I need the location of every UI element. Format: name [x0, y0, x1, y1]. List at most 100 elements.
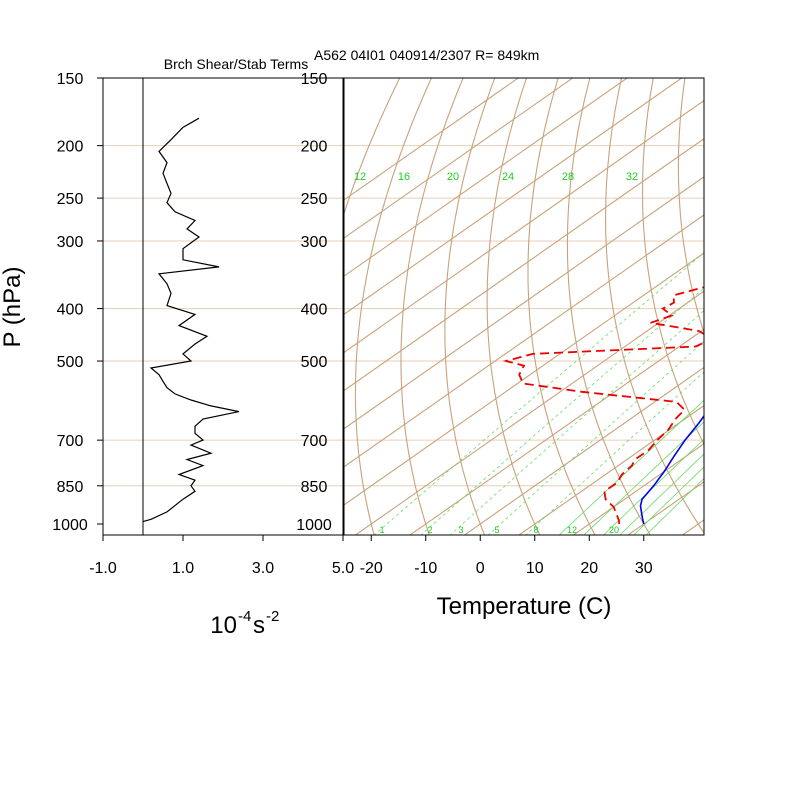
isotherm-line — [572, 443, 704, 535]
skewt-y-tick-label: 200 — [301, 139, 328, 156]
mixing-ratio-label-lower: 5 — [494, 525, 499, 535]
skewt-y-tick-label: 700 — [301, 433, 328, 450]
mixing-ratio-line — [487, 340, 704, 535]
left-x-axis-unit: s — [253, 612, 265, 639]
isotherm-line — [344, 78, 574, 239]
skewt-x-tick-label: 10 — [526, 560, 544, 577]
isotherm-line — [463, 366, 704, 535]
skewt-y-tick-label: 250 — [301, 191, 328, 208]
mixing-ratio-label-upper: 12 — [354, 171, 366, 183]
mixing-ratio-label-upper: 28 — [562, 171, 574, 183]
isotherm-line — [344, 78, 629, 277]
mixing-ratio-label-lower: 2 — [427, 525, 432, 535]
shear-stability-profile-line — [142, 117, 240, 523]
isotherm-line — [409, 328, 704, 535]
mixing-ratio-line — [449, 310, 704, 535]
isotherm-line — [344, 99, 704, 354]
left-x-ticks: -1.0 1.0 3.0 5.0 — [89, 535, 354, 577]
dry-adiabat-line — [642, 78, 704, 446]
left-y-tick-label: 850 — [57, 479, 84, 496]
mixing-ratio-line — [420, 287, 704, 535]
mixing-ratio-lines — [373, 252, 704, 535]
left-x-axis-exp1: -4 — [238, 608, 251, 625]
isotherm-line — [344, 176, 704, 430]
mixing-ratio-line — [645, 477, 704, 535]
skewt-y-tick-label: 400 — [301, 302, 328, 319]
mixing-ratio-line — [558, 399, 704, 535]
skewt-x-tick-label: -10 — [414, 560, 437, 577]
skewt-y-tick-label: 300 — [301, 234, 328, 251]
mixing-ratio-label-upper: 20 — [447, 171, 459, 183]
mixing-ratio-label-upper: 24 — [502, 171, 514, 183]
mixing-ratio-label-lower: 3 — [458, 525, 463, 535]
left-panel-title: Brch Shear/Stab Terms — [164, 56, 308, 72]
isotherm-line — [344, 252, 704, 506]
left-x-axis-exp2: -2 — [266, 608, 279, 625]
right-panel-title: A562 04I01 040914/2307 R= 849km — [314, 47, 539, 63]
mixing-ratio-label-lower: 20 — [609, 525, 619, 535]
left-y-tick-label: 500 — [57, 354, 84, 371]
left-x-tick-label: 5.0 — [332, 560, 354, 577]
skewt-y-ticks: 150 200 250 300 400 500 700 850 1000 — [296, 71, 332, 534]
skewt-x-axis-title: Temperature (C) — [437, 593, 612, 620]
isotherm-line — [344, 214, 704, 468]
left-y-tick-label: 1000 — [52, 517, 88, 534]
left-panel: 150 200 250 300 400 500 700 850 1000 -1.0 1.0 3.0 5… — [52, 71, 354, 577]
dry-adiabat-line — [400, 78, 464, 535]
skewt-y-tick-label: 1000 — [296, 517, 332, 534]
mixing-ratio-label-lower: 1 — [379, 525, 384, 535]
skewt-x-tick-label: 30 — [635, 560, 653, 577]
left-y-tick-label: 200 — [57, 139, 84, 156]
isotherm-line — [354, 290, 704, 535]
mixing-ratio-line — [619, 453, 704, 535]
left-y-tick-label: 150 — [57, 71, 84, 88]
dry-adiabat-line — [486, 78, 541, 535]
isotherm-line — [736, 62, 800, 536]
isotherm-line — [518, 404, 704, 535]
dry-adiabat-line — [780, 65, 800, 535]
skewed-isotherms — [344, 62, 800, 536]
left-panel-frame — [102, 77, 344, 536]
dry-adiabat-line — [354, 78, 433, 535]
skewt-y-tick-label: 150 — [301, 71, 328, 88]
dry-adiabat-line — [605, 78, 704, 534]
mixing-ratio-labels: 12 16 20 24 28 321 2 3 5 8 12 20 — [354, 171, 638, 535]
dewpoint-profile-line — [502, 286, 704, 525]
isotherm-line — [344, 78, 520, 201]
y-axis-title: P (hPa) — [0, 267, 26, 348]
dry-adiabat-line — [566, 78, 651, 535]
dry-adiabat-line — [747, 65, 800, 535]
mixing-ratio-label-upper: 16 — [398, 171, 410, 183]
temperature-profile-line — [639, 414, 704, 525]
dry-adiabats — [344, 65, 800, 535]
left-y-tick-label: 250 — [57, 191, 84, 208]
skewt-y-tick-label: 850 — [301, 479, 328, 496]
isotherm-line — [344, 78, 683, 315]
left-x-tick-label: 1.0 — [172, 560, 194, 577]
dry-adiabat-line — [444, 78, 496, 535]
left-x-axis-base: 10 — [210, 612, 237, 639]
skewt-x-ticks: -20 -10 0 10 20 30 — [360, 535, 653, 577]
skewt-x-tick-label: 20 — [580, 560, 598, 577]
isotherm-line — [344, 137, 704, 392]
dry-adiabat-line — [344, 78, 401, 216]
dry-adiabat-line — [527, 78, 596, 535]
mixing-ratio-label-upper: 32 — [626, 171, 638, 183]
mixing-ratio-label-lower: 8 — [533, 525, 538, 535]
left-y-tick-label: 300 — [57, 234, 84, 251]
dry-adiabat-line — [677, 78, 704, 335]
mixing-ratio-line — [603, 438, 704, 535]
left-x-tick-label: -1.0 — [89, 560, 117, 577]
mixing-ratio-line — [373, 252, 704, 535]
isotherm-line — [681, 519, 704, 535]
skewt-panel-frame — [343, 77, 705, 536]
mixing-ratio-line — [633, 466, 704, 535]
left-x-tick-label: 3.0 — [252, 560, 274, 577]
left-y-tick-label: 700 — [57, 433, 84, 450]
dry-adiabat-line — [713, 65, 800, 535]
mixing-ratio-line — [583, 421, 704, 535]
left-y-ticks: 150 200 250 300 400 500 700 850 1000 — [52, 71, 103, 534]
skewt-x-tick-label: 0 — [476, 560, 485, 577]
skewt-x-tick-label: -20 — [360, 560, 383, 577]
